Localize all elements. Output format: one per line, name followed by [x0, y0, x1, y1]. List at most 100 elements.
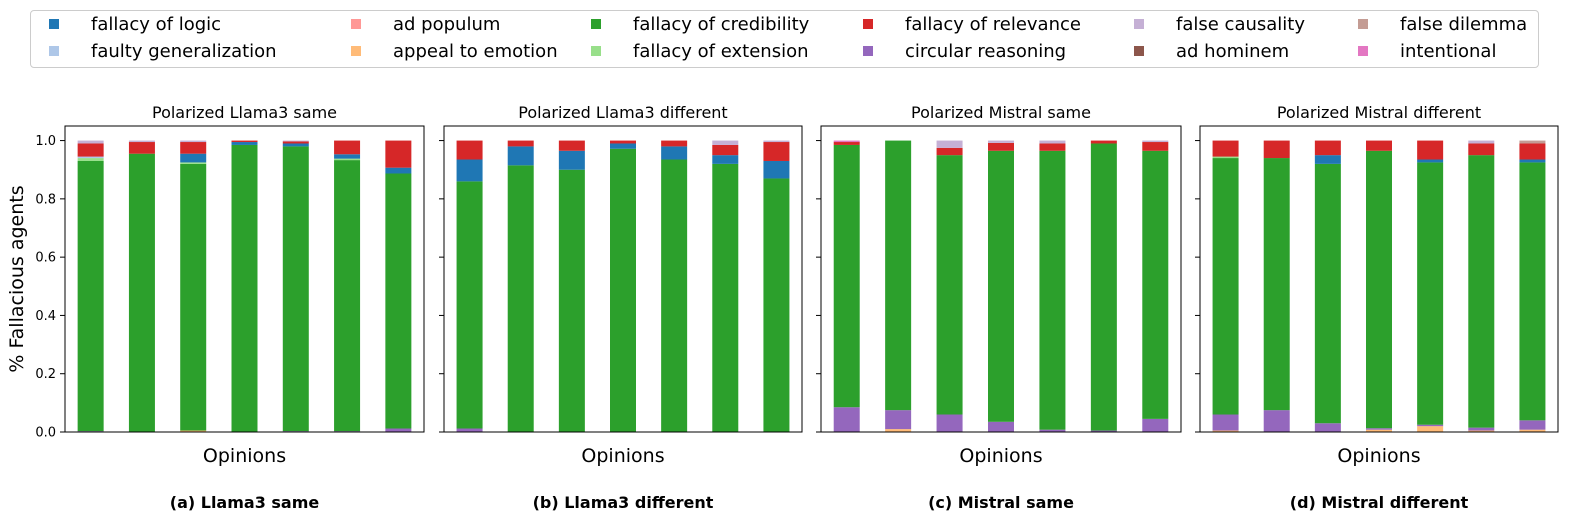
legend-swatch — [1358, 46, 1368, 56]
panel-title: Polarized Llama3 same — [152, 103, 337, 122]
bar-segment-fallacy-of-logic — [610, 143, 636, 149]
bar-segment-circular-reasoning — [885, 410, 912, 430]
bar-segment-appeal-to-emotion — [1519, 429, 1546, 432]
bar-segment-false-causality — [988, 140, 1014, 143]
bar-segment-fallacy-of-logic — [456, 159, 483, 182]
legend-label: appeal to emotion — [393, 40, 558, 62]
bar-stack — [507, 140, 534, 432]
plot-frame — [1199, 125, 1559, 433]
bar-segment-false-causality — [936, 140, 963, 148]
bar-segment-fallacy-of-relevance — [1366, 140, 1392, 151]
legend-item-false-dilemma: false dilemma — [1358, 13, 1527, 35]
panel-title: Polarized Llama3 different — [518, 103, 727, 122]
bar-stack — [558, 140, 585, 432]
panel-title: Polarized Mistral same — [911, 103, 1091, 122]
legend-item-fallacy-of-extension: fallacy of extension — [591, 40, 809, 62]
bar-segment-fallacy-of-credibility — [456, 181, 483, 429]
bar-stack — [334, 140, 361, 432]
legend-item-fallacy-of-credibility: fallacy of credibility — [591, 13, 809, 35]
bar-segment-fallacy-of-credibility — [833, 144, 860, 408]
bar-segment-fallacy-of-credibility — [180, 163, 207, 431]
legend-swatch — [351, 19, 361, 29]
panel-caption: (c) Mistral same — [928, 493, 1074, 512]
y-tick-label: 0.2 — [35, 367, 56, 382]
bar-segment-false-causality — [180, 140, 207, 143]
bar-stack — [1212, 140, 1239, 432]
bar-segment-circular-reasoning — [1263, 410, 1290, 432]
panel-1: 0.0 0.2 0.4 0.6 0.8 1.0 Polarized Llama3 same O… — [35, 103, 425, 512]
legend-swatch — [49, 19, 59, 29]
x-axis-label: Opinions — [203, 445, 286, 467]
bar-segment-fallacy-of-relevance — [180, 142, 207, 154]
bar-segment-fallacy-of-logic — [231, 142, 258, 145]
y-axis-label: % Fallacious agents — [6, 185, 28, 372]
bar-segment-fallacy-of-logic — [1417, 159, 1444, 163]
panel-title: Polarized Mistral different — [1277, 103, 1481, 122]
bar-segment-circular-reasoning — [1366, 428, 1392, 430]
legend-swatch — [591, 19, 601, 29]
bar-stack — [1468, 140, 1495, 432]
bar-stack — [1090, 140, 1117, 432]
bar-segment-fallacy-of-relevance — [282, 141, 309, 144]
bar-segment-false-causality — [1142, 140, 1169, 143]
legend-label: fallacy of logic — [91, 13, 222, 35]
legend-label: ad hominem — [1176, 40, 1290, 62]
bar-stack — [128, 140, 155, 432]
bar-segment-fallacy-of-relevance — [456, 140, 483, 160]
panel-caption: (b) Llama3 different — [533, 493, 714, 512]
bar-segment-fallacy-of-logic — [385, 167, 412, 174]
bar-stack — [77, 140, 104, 432]
legend-label: false causality — [1176, 13, 1305, 35]
bar-segment-fallacy-of-logic — [1519, 159, 1546, 163]
bar-segment-false-causality — [1468, 140, 1495, 144]
bar-segment-fallacy-of-credibility — [334, 160, 361, 432]
x-axis-label: Opinions — [1337, 445, 1420, 467]
bar-segment-fallacy-of-logic — [1314, 155, 1341, 164]
bar-segment-appeal-to-emotion — [885, 429, 912, 432]
y-tick-label: 0.0 — [35, 426, 56, 441]
bar-segment-circular-reasoning — [1417, 424, 1444, 427]
bar-segment-fallacy-of-logic — [334, 154, 361, 159]
bar-segment-fallacy-of-logic — [180, 153, 207, 163]
legend-item-appeal-to-emotion: appeal to emotion — [351, 40, 558, 62]
bar-segment-false-causality — [128, 140, 155, 143]
y-tick-label: 0.8 — [35, 192, 56, 207]
bar-segment-fallacy-of-credibility — [1212, 158, 1239, 415]
bar-segment-circular-reasoning — [456, 428, 483, 432]
plot-frame — [443, 125, 803, 433]
bar-segment-circular-reasoning — [988, 421, 1014, 432]
bar-segment-fallacy-of-relevance — [1519, 143, 1546, 160]
bar-segment-fallacy-of-relevance — [1263, 140, 1290, 159]
bar-segment-fallacy-of-logic — [282, 143, 309, 147]
bar-segment-fallacy-of-logic — [558, 150, 585, 170]
legend-label: faulty generalization — [91, 40, 277, 62]
bar-segment-fallacy-of-extension — [77, 158, 104, 161]
bar-segment-fallacy-of-relevance — [988, 142, 1014, 151]
bar-segment-fallacy-of-credibility — [610, 148, 636, 433]
bar-stack — [988, 140, 1014, 432]
bar-segment-false-causality — [763, 140, 790, 143]
bar-segment-fallacy-of-credibility — [1366, 150, 1392, 429]
bar-stack — [231, 140, 258, 432]
legend-label: ad populum — [393, 13, 501, 35]
bar-segment-fallacy-of-relevance — [77, 143, 104, 157]
bar-segment-fallacy-of-credibility — [1090, 143, 1117, 431]
bar-segment-fallacy-of-logic — [661, 146, 688, 160]
bar-segment-faulty-generalization — [77, 156, 104, 159]
legend-swatch — [351, 46, 361, 56]
bar-segment-circular-reasoning — [1142, 418, 1169, 432]
bar-segment-fallacy-of-relevance — [558, 140, 585, 151]
bar-segment-circular-reasoning — [1314, 423, 1341, 432]
bar-stack — [1263, 140, 1290, 432]
legend-label: fallacy of credibility — [633, 13, 810, 35]
bar-segment-circular-reasoning — [1039, 429, 1066, 432]
bar-segment-fallacy-of-credibility — [885, 140, 912, 411]
bar-segment-fallacy-of-credibility — [1142, 150, 1169, 419]
bar-segment-fallacy-of-credibility — [282, 146, 309, 432]
bar-segment-fallacy-of-extension — [334, 158, 361, 161]
bar-stack — [1417, 140, 1444, 432]
bar-segment-fallacy-of-relevance — [334, 140, 361, 155]
panel-4: Polarized Mistral different Opinions (d) M… — [1195, 103, 1559, 512]
bar-stack — [1142, 140, 1169, 432]
bar-segment-fallacy-of-relevance — [128, 142, 155, 154]
